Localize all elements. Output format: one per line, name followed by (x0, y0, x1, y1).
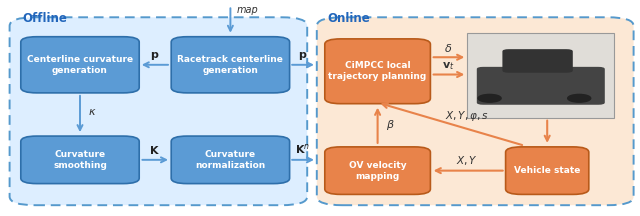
Text: Online: Online (328, 12, 371, 25)
FancyBboxPatch shape (477, 67, 605, 105)
Text: $\mathbf{v}_t$: $\mathbf{v}_t$ (442, 60, 454, 72)
Circle shape (478, 94, 501, 102)
FancyBboxPatch shape (172, 136, 289, 184)
Text: $X,Y$: $X,Y$ (456, 154, 478, 167)
Text: $\mathbf{p}$: $\mathbf{p}$ (298, 49, 307, 62)
FancyBboxPatch shape (172, 37, 289, 93)
Circle shape (568, 94, 591, 102)
FancyBboxPatch shape (467, 33, 614, 118)
FancyBboxPatch shape (10, 17, 307, 205)
Text: $\beta$: $\beta$ (386, 118, 395, 132)
Text: $\kappa$: $\kappa$ (88, 107, 97, 117)
Text: Curvature
normalization: Curvature normalization (195, 150, 266, 170)
Text: $X,Y,\varphi,s$: $X,Y,\varphi,s$ (445, 109, 489, 122)
Text: Vehicle state: Vehicle state (514, 166, 580, 175)
Text: $\mathbf{K}^n$: $\mathbf{K}^n$ (295, 142, 310, 156)
FancyBboxPatch shape (506, 147, 589, 194)
FancyBboxPatch shape (20, 37, 140, 93)
Text: $\mathbf{p}$: $\mathbf{p}$ (150, 49, 159, 62)
Text: Racetrack centerline
generation: Racetrack centerline generation (177, 55, 284, 75)
FancyBboxPatch shape (502, 49, 573, 73)
Text: map: map (237, 5, 259, 15)
Text: Curvature
smoothing: Curvature smoothing (53, 150, 107, 170)
Text: Centerline curvature
generation: Centerline curvature generation (27, 55, 133, 75)
Text: Offline: Offline (22, 12, 67, 25)
FancyBboxPatch shape (20, 136, 140, 184)
Text: CiMPCC local
trajectory planning: CiMPCC local trajectory planning (328, 61, 427, 81)
FancyBboxPatch shape (324, 39, 430, 104)
Text: $\delta$: $\delta$ (444, 41, 452, 54)
Text: $\mathbf{K}$: $\mathbf{K}$ (150, 144, 160, 156)
FancyBboxPatch shape (324, 147, 430, 194)
Text: OV velocity
mapping: OV velocity mapping (349, 160, 406, 181)
FancyBboxPatch shape (317, 17, 634, 205)
